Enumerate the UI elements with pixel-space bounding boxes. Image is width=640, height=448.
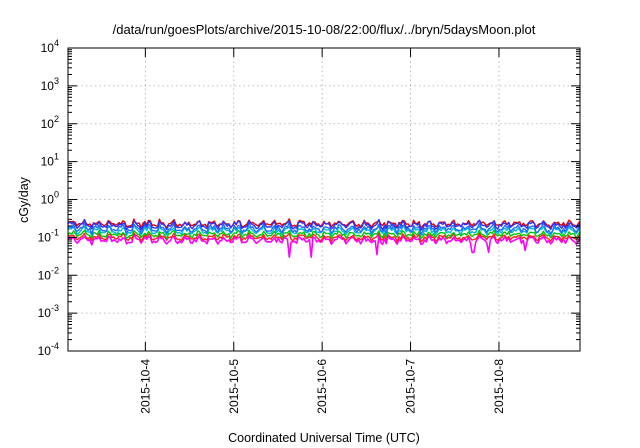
y-tick-label: 10-3 [38,303,59,320]
y-tick-exponent: 2 [54,114,59,124]
y-tick-label: 10-2 [38,265,59,282]
x-tick-label: 2015-10-5 [227,359,241,414]
y-axis-label: cGy/day [17,176,31,223]
y-tick-exponent: -4 [51,341,59,351]
y-tick-exponent: -2 [51,265,59,275]
y-tick-label: 103 [41,76,59,93]
y-tick-exponent: 4 [54,38,59,48]
x-tick-label: 2015-10-6 [315,359,329,414]
x-tick-label: 2015-10-7 [404,359,418,414]
y-tick-label: 101 [41,152,59,169]
y-tick-label: 100 [41,190,59,207]
x-axis-label: Coordinated Universal Time (UTC) [228,431,420,445]
y-tick-exponent: 1 [54,152,59,162]
grid [68,48,580,351]
y-tick-label: 10-1 [38,227,59,244]
series-line [67,233,581,258]
y-tick-exponent: 0 [54,190,59,200]
y-tick-exponent: 3 [54,76,59,86]
x-tick-label: 2015-10-8 [492,359,506,414]
series-line [67,229,581,240]
y-tick-label: 10-4 [38,341,59,358]
chart-title: /data/run/goesPlots/archive/2015-10-08/2… [113,22,536,37]
x-axis: 2015-10-4 2015-10-5 2015-10-6 2015-10-7 2015… [138,48,506,414]
series-line [67,231,581,243]
y-tick-exponent: -1 [51,227,59,237]
y-tick-label: 102 [41,114,59,131]
y-tick-exponent: -3 [51,303,59,313]
series-group [67,218,581,258]
series-line [67,218,581,231]
series-line [67,221,581,236]
y-tick-label: 104 [41,38,59,55]
x-tick-label: 2015-10-4 [138,359,152,414]
